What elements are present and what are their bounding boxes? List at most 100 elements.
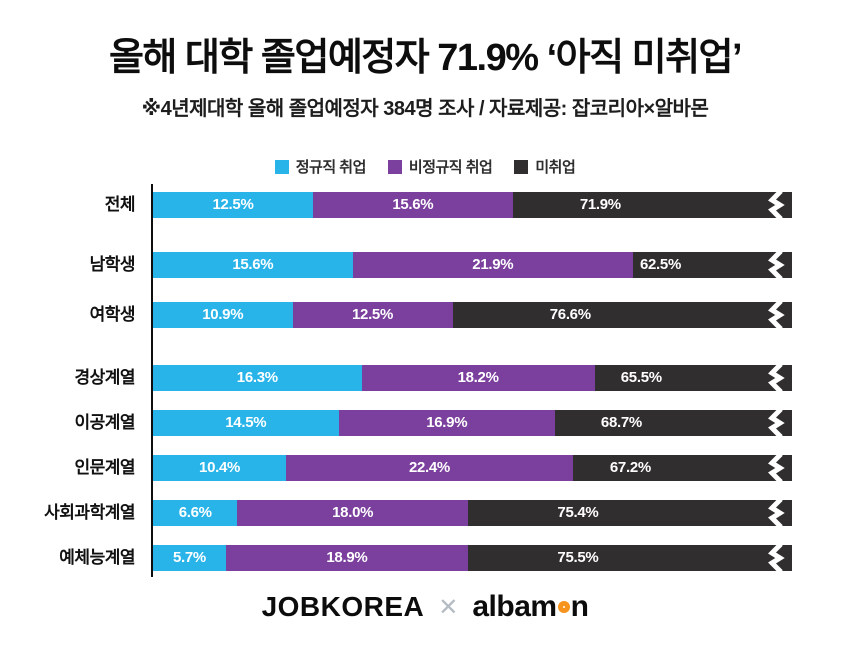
page-title: 올해 대학 졸업예정자 71.9% ‘아직 미취업’ <box>108 37 743 79</box>
row-label: 예체능계열 <box>59 548 135 567</box>
segment-fulltime: 5.7% <box>153 545 226 571</box>
legend-item-fulltime: 정규직 취업 <box>274 156 367 177</box>
legend-item-parttime: 비정규직 취업 <box>387 156 493 177</box>
unemployed-value-label: 75.4% <box>557 504 599 521</box>
row-label: 경상계열 <box>74 368 135 387</box>
parttime-value-label: 18.0% <box>332 504 374 521</box>
row-label: 여학생 <box>89 305 136 324</box>
segment-parttime: 18.0% <box>237 500 468 526</box>
row-label: 남학생 <box>89 255 136 274</box>
parttime-swatch-icon <box>387 159 402 174</box>
albamon-text-pre: albam <box>472 590 557 623</box>
fulltime-value-label: 6.6% <box>178 504 212 521</box>
x-separator-icon: ✕ <box>438 593 459 621</box>
legend-label-fulltime: 정규직 취업 <box>295 159 367 176</box>
row-label: 인문계열 <box>74 458 135 477</box>
jobkorea-logo: JOBKOREA <box>261 591 425 622</box>
segment-unemployed: 67.2% <box>572 455 792 481</box>
segment-parttime: 12.5% <box>292 302 453 328</box>
parttime-value-label: 15.6% <box>392 196 434 213</box>
bar-break-icon <box>768 365 785 391</box>
unemployed-value-label: 62.5% <box>639 256 682 273</box>
segment-parttime: 21.9% <box>352 252 633 278</box>
fulltime-value-label: 15.6% <box>232 256 274 273</box>
unemployed-swatch-icon <box>514 159 529 174</box>
segment-unemployed: 68.7% <box>554 410 792 436</box>
bar-row: 인문계열 10.4% 22.4% 67.2% <box>10 455 792 481</box>
unemployed-value-label: 65.5% <box>620 369 662 386</box>
unemployed-value-label: 71.9% <box>579 196 621 213</box>
albamon-logo: albam n <box>472 590 589 624</box>
fulltime-value-label: 5.7% <box>172 549 206 566</box>
fulltime-value-label: 16.3% <box>236 369 278 386</box>
albamon-text-post: n <box>570 590 589 623</box>
stacked-bar: 12.5% 15.6% 71.9% <box>153 192 792 218</box>
albamon-o-icon <box>557 601 570 613</box>
fulltime-value-label: 10.9% <box>202 306 244 323</box>
parttime-value-label: 16.9% <box>426 414 468 431</box>
bar-row: 경상계열 16.3% 18.2% 65.5% <box>10 365 792 391</box>
unemployed-value-label: 75.5% <box>557 549 599 566</box>
stacked-bar-chart: 전체 12.5% 15.6% 71.9% 남학생 15.6% 21.9% 62.… <box>10 184 792 585</box>
stacked-bar: 14.5% 16.9% 68.7% <box>153 410 792 436</box>
segment-unemployed: 65.5% <box>594 365 792 391</box>
fulltime-swatch-icon <box>274 159 289 174</box>
legend-label-parttime: 비정규직 취업 <box>408 159 493 176</box>
row-label: 전체 <box>104 195 136 214</box>
segment-parttime: 16.9% <box>338 410 555 436</box>
segment-fulltime: 14.5% <box>153 410 339 436</box>
stacked-bar: 16.3% 18.2% 65.5% <box>153 365 792 391</box>
legend-label-unemployed: 미취업 <box>535 159 576 176</box>
segment-fulltime: 10.4% <box>153 455 287 481</box>
segment-unemployed: 75.4% <box>467 500 792 526</box>
legend: 정규직 취업 비정규직 취업 미취업 <box>0 156 850 177</box>
segment-unemployed: 76.6% <box>452 302 792 328</box>
row-label: 사회과학계열 <box>44 503 135 522</box>
unemployed-value-label: 67.2% <box>609 459 651 476</box>
parttime-value-label: 12.5% <box>351 306 394 323</box>
fulltime-value-label: 14.5% <box>225 414 267 431</box>
segment-parttime: 15.6% <box>313 192 513 218</box>
bar-break-icon <box>768 302 785 328</box>
unemployed-value-label: 76.6% <box>549 306 591 323</box>
parttime-value-label: 22.4% <box>408 459 450 476</box>
axis-line <box>151 184 153 577</box>
segment-fulltime: 10.9% <box>153 302 293 328</box>
footer-logos: JOBKOREA ✕ albam n <box>0 590 850 624</box>
stacked-bar: 5.7% 18.9% 75.5% <box>153 545 792 571</box>
chart-subtitle: ※4년제대학 올해 졸업예정자 384명 조사 / 자료제공: 잡코리아×알바몬 <box>141 98 709 120</box>
bar-break-icon <box>768 410 785 436</box>
segment-unemployed: 75.5% <box>467 545 792 571</box>
segment-fulltime: 15.6% <box>153 252 353 278</box>
segment-parttime: 18.9% <box>225 545 468 571</box>
row-label: 이공계열 <box>74 413 135 432</box>
unemployed-value-label: 68.7% <box>600 414 642 431</box>
fulltime-value-label: 12.5% <box>212 196 254 213</box>
segment-fulltime: 12.5% <box>153 192 313 218</box>
segment-unemployed: 71.9% <box>512 192 792 218</box>
segment-fulltime: 16.3% <box>153 365 362 391</box>
parttime-value-label: 18.2% <box>457 369 499 386</box>
segment-fulltime: 6.6% <box>153 500 238 526</box>
fulltime-value-label: 10.4% <box>199 459 241 476</box>
segment-unemployed: 62.5% <box>632 252 792 278</box>
bar-row: 사회과학계열 6.6% 18.0% 75.4% <box>10 500 792 526</box>
stacked-bar: 15.6% 21.9% 62.5% <box>153 252 792 278</box>
bar-row: 남학생 15.6% 21.9% 62.5% <box>10 252 792 278</box>
parttime-value-label: 21.9% <box>472 256 514 273</box>
parttime-value-label: 18.9% <box>326 549 368 566</box>
bar-row: 예체능계열 5.7% 18.9% 75.5% <box>10 545 792 571</box>
bar-break-icon <box>768 252 785 278</box>
bar-break-icon <box>768 192 785 218</box>
stacked-bar: 10.4% 22.4% 67.2% <box>153 455 792 481</box>
stacked-bar: 6.6% 18.0% 75.4% <box>153 500 792 526</box>
bar-row: 전체 12.5% 15.6% 71.9% <box>10 192 792 218</box>
stacked-bar: 10.9% 12.5% 76.6% <box>153 302 792 328</box>
bar-row: 여학생 10.9% 12.5% 76.6% <box>10 302 792 328</box>
segment-parttime: 18.2% <box>361 365 595 391</box>
bar-break-icon <box>768 500 785 526</box>
bar-row: 이공계열 14.5% 16.9% 68.7% <box>10 410 792 436</box>
bar-break-icon <box>768 455 785 481</box>
segment-parttime: 22.4% <box>286 455 573 481</box>
legend-item-unemployed: 미취업 <box>514 156 576 177</box>
